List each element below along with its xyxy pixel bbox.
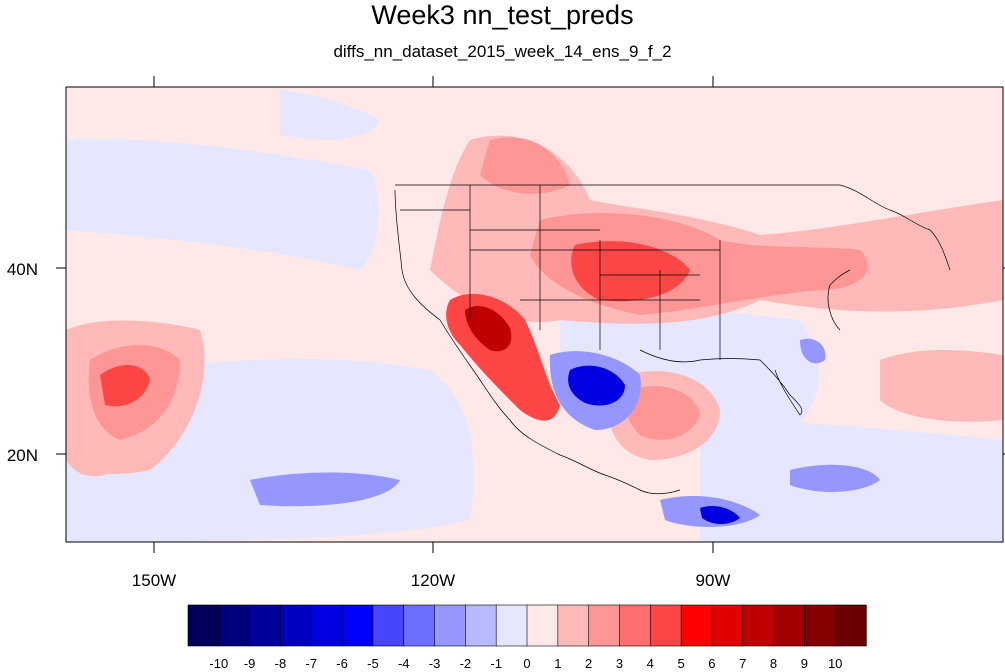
- map-frame: [65, 86, 1004, 543]
- colorbar-swatch: [465, 604, 497, 647]
- colorbar-label: 6: [708, 656, 715, 671]
- colorbar-swatch: [372, 604, 405, 647]
- colorbar-label: -1: [490, 656, 502, 671]
- colorbar-swatch: [495, 604, 528, 647]
- colorbar-label: 5: [677, 656, 684, 671]
- colorbar-label: -2: [460, 656, 472, 671]
- colorbar-swatch: [804, 604, 836, 647]
- x-tick-label: 120W: [411, 571, 455, 590]
- colorbar-label: 2: [585, 656, 592, 671]
- colorbar-swatch: [187, 604, 220, 647]
- colorbar-label: 9: [801, 656, 808, 671]
- colorbar-swatch: [310, 604, 343, 647]
- colorbar-swatch: [403, 604, 436, 647]
- colorbar-swatch: [773, 604, 806, 647]
- colorbar-label: -8: [275, 656, 287, 671]
- colorbar-swatch: [249, 604, 282, 647]
- map-title: Week3 nn_test_preds: [371, 0, 634, 30]
- colorbar-swatch: [711, 604, 744, 647]
- colorbar-label: -9: [244, 656, 256, 671]
- colorbar-swatch: [834, 604, 867, 647]
- colorbar-label: 10: [828, 656, 842, 671]
- colorbar-label: 7: [739, 656, 746, 671]
- extreme-positive-core: [465, 306, 512, 352]
- colorbar-label: -3: [429, 656, 441, 671]
- colorbar-swatch: [218, 604, 251, 647]
- y-tick-label: 40N: [7, 260, 38, 279]
- y-tick-label: 20N: [7, 446, 38, 465]
- colorbar-swatch: [588, 604, 621, 647]
- colorbar-label: -6: [336, 656, 348, 671]
- colorbar-swatch: [742, 604, 775, 647]
- colorbar-label: 4: [647, 656, 654, 671]
- colorbar-label: 8: [770, 656, 777, 671]
- colorbar-swatch: [341, 604, 374, 647]
- colorbar-swatch: [280, 604, 312, 647]
- colorbar-swatch: [619, 604, 651, 647]
- strong-negative-core: [568, 365, 740, 524]
- colorbar-label: -7: [305, 656, 317, 671]
- colorbar-swatch: [649, 604, 682, 647]
- colorbar-label: -4: [398, 656, 410, 671]
- colorbar-label: -10: [209, 656, 228, 671]
- colorbar-swatch: [526, 604, 559, 647]
- colorbar-swatch: [557, 604, 590, 647]
- anomaly-field: [66, 87, 1003, 542]
- moderate-negative-regions: [250, 338, 880, 527]
- colorbar-swatch: [680, 604, 713, 647]
- colorbar-label: 1: [554, 656, 561, 671]
- colorbar-swatch: [434, 604, 467, 647]
- map-subtitle: diffs_nn_dataset_2015_week_14_ens_9_f_2: [333, 42, 672, 61]
- coastlines-and-borders: [394, 184, 951, 495]
- colorbar-label: 0: [523, 656, 530, 671]
- axis-ticks: [56, 76, 1005, 553]
- colorbar-label: -5: [367, 656, 379, 671]
- x-tick-label: 150W: [132, 571, 176, 590]
- colorbar: -10 -9 -8 -7 -6 -5 -4 -3 -2 -1 0 1 2 3 4 5 6 7 8 9 10: [187, 604, 867, 671]
- colorbar-label: 3: [616, 656, 623, 671]
- x-tick-label: 90W: [696, 571, 731, 590]
